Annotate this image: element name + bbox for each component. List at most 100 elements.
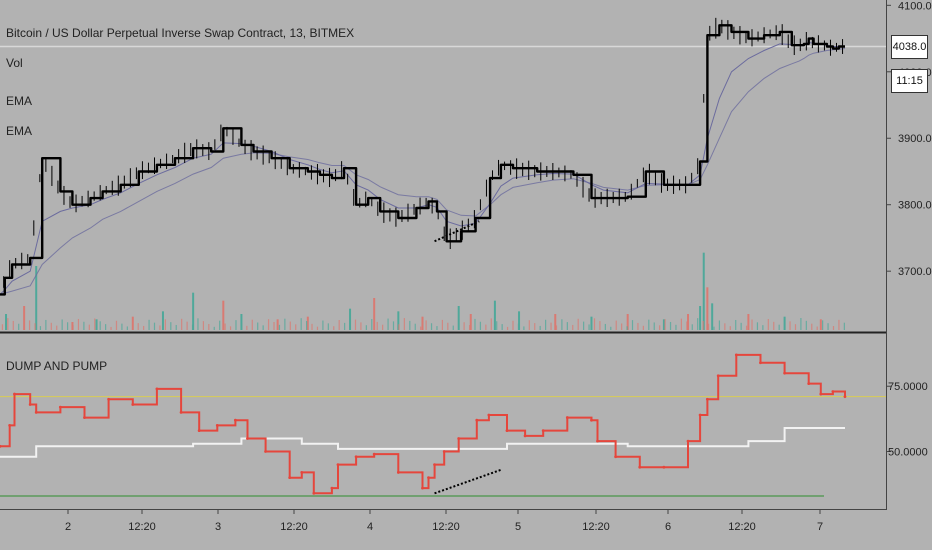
volume-bar-minor: [284, 318, 286, 330]
indicator-title[interactable]: DUMP AND PUMP: [6, 359, 108, 373]
volume-bar-minor: [702, 320, 704, 330]
volume-bar-minor: [143, 325, 145, 330]
time-tick-label: 3: [215, 521, 221, 533]
volume-bar-minor: [240, 323, 243, 330]
volume-bar: [397, 311, 400, 330]
volume-bar-minor: [382, 324, 384, 330]
indicator-point: [734, 353, 738, 357]
volume-bar-minor: [202, 321, 204, 330]
indicator-point: [336, 463, 340, 466]
indicator-point: [705, 397, 709, 401]
volume-bar: [240, 314, 243, 330]
indicator-point: [843, 395, 847, 399]
volume-bar-minor: [224, 323, 226, 330]
volume-bar-minor: [778, 324, 780, 330]
volume-bar-minor: [805, 320, 807, 330]
volume-bar-minor: [45, 319, 47, 330]
price-series: [0, 17, 845, 296]
volume-bar: [702, 252, 705, 330]
ema-legend-2[interactable]: EMA: [6, 124, 33, 138]
volume-bar-minor: [50, 322, 52, 330]
ema-legend-1[interactable]: EMA: [6, 94, 33, 108]
volume-bar-minor: [756, 322, 759, 330]
price-tick-label: 4100.0: [898, 0, 932, 12]
volume-bar-minor: [39, 326, 42, 330]
time-tick-label: 5: [515, 521, 521, 533]
volume-bar: [23, 306, 26, 330]
volume-bar-minor: [219, 320, 221, 330]
volume-bar-minor: [126, 326, 128, 330]
volume-bar-minor: [77, 318, 80, 330]
volume-bar-minor: [132, 320, 134, 330]
indicator-signal-line: [0, 427, 845, 458]
volume-bar-minor: [99, 321, 101, 330]
volume-bar-minor: [121, 323, 123, 330]
time-tick-label: 12:20: [280, 521, 308, 533]
volume-bar-minor: [566, 322, 568, 330]
time-tick-label: 12:20: [128, 521, 156, 533]
volume-bar-minor: [528, 320, 530, 330]
volume-bar-minor: [181, 318, 183, 330]
indicator-point: [354, 455, 358, 459]
volume-bar: [71, 322, 74, 330]
indicator-point: [686, 439, 690, 443]
vol-legend[interactable]: Vol: [6, 56, 23, 70]
indicator-point: [197, 429, 201, 433]
volume-bar-minor: [669, 321, 672, 330]
volume-bar-minor: [626, 326, 628, 330]
volume-bar-minor: [148, 319, 150, 330]
volume-bar-minor: [588, 324, 590, 330]
volume-bar-minor: [354, 319, 357, 330]
volume-bar-minor: [278, 324, 281, 330]
volume-bar-minor: [512, 320, 514, 330]
symbol-title[interactable]: Bitcoin / US Dollar Perpetual Inverse Sw…: [6, 26, 355, 40]
volume-bar-minor: [365, 325, 367, 330]
volume-bar-minor: [490, 318, 492, 330]
volume-bar: [306, 316, 309, 330]
volume-bar-minor: [648, 319, 650, 330]
volume-bar-minor: [115, 320, 118, 330]
indicator-point: [783, 371, 787, 375]
volume-bar: [711, 303, 714, 330]
price-tag: 4038.0: [891, 35, 928, 59]
volume-bar-minor: [555, 325, 558, 330]
volume-bars: [1, 252, 845, 330]
volume-bar-minor: [534, 323, 536, 330]
volume-bar: [421, 316, 424, 330]
volume-bar-minor: [784, 318, 786, 330]
volume-bar-minor: [642, 325, 644, 330]
volume-bar-minor: [420, 326, 422, 330]
volume-bar-minor: [110, 326, 112, 330]
volume-bar: [469, 314, 472, 330]
volume-bar-minor: [105, 324, 107, 330]
ema-slow-line: [0, 48, 846, 295]
indicator-point: [565, 416, 569, 419]
volume-bar-minor: [485, 324, 487, 330]
volume-bar-minor: [583, 321, 585, 330]
volume-bar: [706, 287, 709, 330]
volume-bar-minor: [262, 325, 264, 330]
indicator-point: [523, 434, 527, 438]
indicator-point: [34, 410, 38, 414]
volume-bar-minor: [94, 318, 96, 330]
time-tick-label: 6: [665, 521, 671, 533]
volume-bar-minor: [333, 326, 335, 330]
volume-bar-minor: [458, 319, 460, 330]
indicator-point: [58, 405, 62, 409]
volume-bar-minor: [371, 319, 373, 330]
indicator-point: [131, 403, 135, 406]
volume-bar-minor: [653, 322, 655, 330]
volume-bar-minor: [392, 321, 395, 330]
volume-bar-minor: [191, 324, 194, 330]
volume-bar-minor: [72, 325, 74, 330]
price-tick-label: 3800.0: [898, 200, 932, 212]
volume-bar: [5, 314, 8, 330]
volume-bar-minor: [436, 326, 438, 330]
indicator-point: [179, 410, 183, 414]
volume-bar-minor: [468, 325, 471, 330]
indicator-point: [8, 424, 12, 427]
volume-bar-minor: [34, 323, 36, 330]
volume-bar-minor: [387, 318, 389, 330]
